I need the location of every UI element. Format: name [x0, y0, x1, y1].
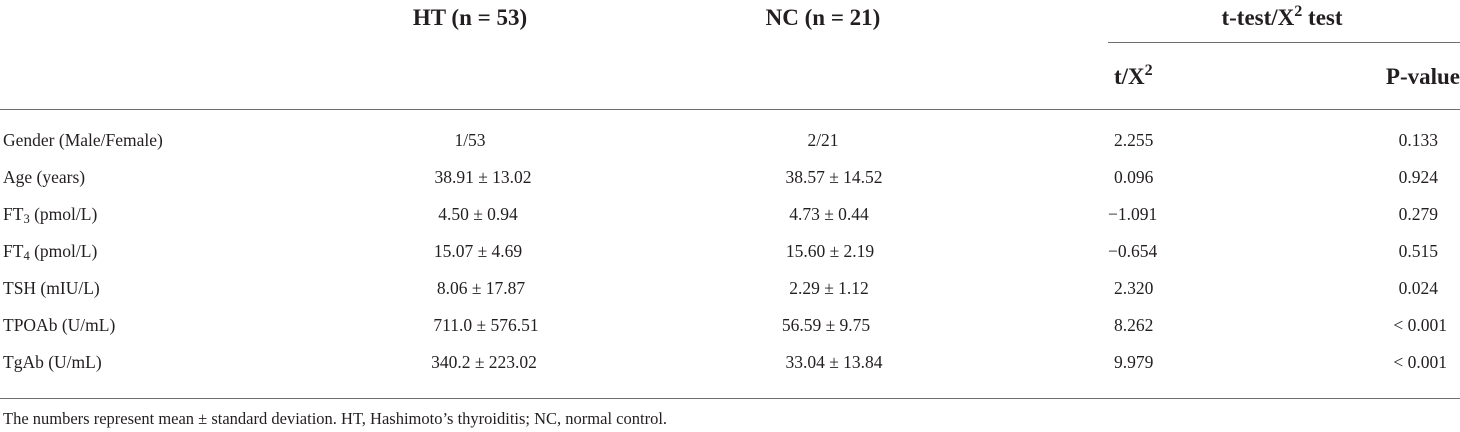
row-label: Age (years): [3, 167, 85, 188]
header-ht: HT (n = 53): [412, 5, 528, 30]
header-rule: [0, 109, 1460, 110]
row-label: FT4 (pmol/L): [3, 241, 97, 262]
cell-pvalue: 0.515: [1398, 241, 1438, 261]
bottom-rule: [0, 398, 1460, 399]
cell-stat: 0.096: [1114, 167, 1154, 187]
header-stat-base: t/X: [1114, 64, 1145, 89]
cell-ht: 15.07 ± 4.69: [433, 241, 523, 261]
row-label-text: TPOAb (U/mL): [3, 315, 116, 335]
cell-stat: −1.091: [1108, 204, 1158, 224]
row-label-text: Gender (Male/Female): [3, 130, 163, 150]
row-label: TgAb (U/mL): [3, 352, 102, 373]
row-label: TPOAb (U/mL): [3, 315, 115, 336]
row-label: TSH (mIU/L): [3, 278, 100, 299]
header-test-group-base: t-test/X: [1221, 5, 1295, 30]
cell-pvalue: 0.924: [1398, 167, 1438, 187]
cell-stat: −0.654: [1108, 241, 1158, 261]
row-label-text: FT: [3, 204, 24, 224]
row-label-unit: (pmol/L): [29, 241, 98, 261]
cell-nc: 2.29 ± 1.12: [789, 278, 869, 298]
header-pvalue: P-value: [1385, 64, 1460, 89]
cell-nc: 38.57 ± 14.52: [785, 167, 883, 187]
cell-pvalue: 0.279: [1398, 204, 1438, 224]
cell-pvalue: 0.024: [1398, 278, 1438, 298]
row-label-text: Age (years): [3, 167, 86, 187]
row-label: FT3 (pmol/L): [3, 204, 97, 225]
row-label-text: TgAb (U/mL): [3, 352, 102, 372]
cell-nc: 4.73 ± 0.44: [789, 204, 869, 224]
header-test-group: t-test/X2 test: [1221, 3, 1343, 31]
table-footnote: The numbers represent mean ± standard de…: [3, 409, 668, 428]
row-label-subscript: 3: [23, 212, 30, 226]
cell-ht: 711.0 ± 576.51: [433, 315, 539, 335]
header-nc: NC (n = 21): [765, 5, 881, 30]
cell-pvalue: 0.133: [1398, 130, 1438, 150]
header-stat: t/X2: [1114, 62, 1153, 90]
cell-ht: 1/53: [454, 130, 486, 150]
header-test-group-sup: 2: [1294, 3, 1303, 20]
header-test-group-suffix: test: [1302, 5, 1343, 30]
header-stat-sup: 2: [1144, 62, 1153, 79]
cell-stat: 8.262: [1114, 315, 1154, 335]
cell-ht: 38.91 ± 13.02: [434, 167, 532, 187]
row-label-text: FT: [3, 241, 24, 261]
cell-stat: 2.255: [1114, 130, 1154, 150]
row-label-unit: (pmol/L): [29, 204, 98, 224]
group-rule: [1108, 42, 1460, 43]
row-label-text: TSH (mIU/L): [3, 278, 100, 298]
cell-nc: 56.59 ± 9.75: [781, 315, 871, 335]
cell-nc: 15.60 ± 2.19: [785, 241, 875, 261]
row-label: Gender (Male/Female): [3, 130, 163, 151]
cell-nc: 2/21: [807, 130, 839, 150]
cell-nc: 33.04 ± 13.84: [785, 352, 883, 372]
row-label-subscript: 4: [23, 249, 30, 263]
cell-ht: 340.2 ± 223.02: [431, 352, 537, 372]
cell-ht: 8.06 ± 17.87: [436, 278, 526, 298]
cell-stat: 2.320: [1114, 278, 1154, 298]
cell-pvalue: < 0.001: [1393, 315, 1447, 335]
cell-stat: 9.979: [1114, 352, 1154, 372]
cell-pvalue: < 0.001: [1393, 352, 1447, 372]
cell-ht: 4.50 ± 0.94: [438, 204, 518, 224]
